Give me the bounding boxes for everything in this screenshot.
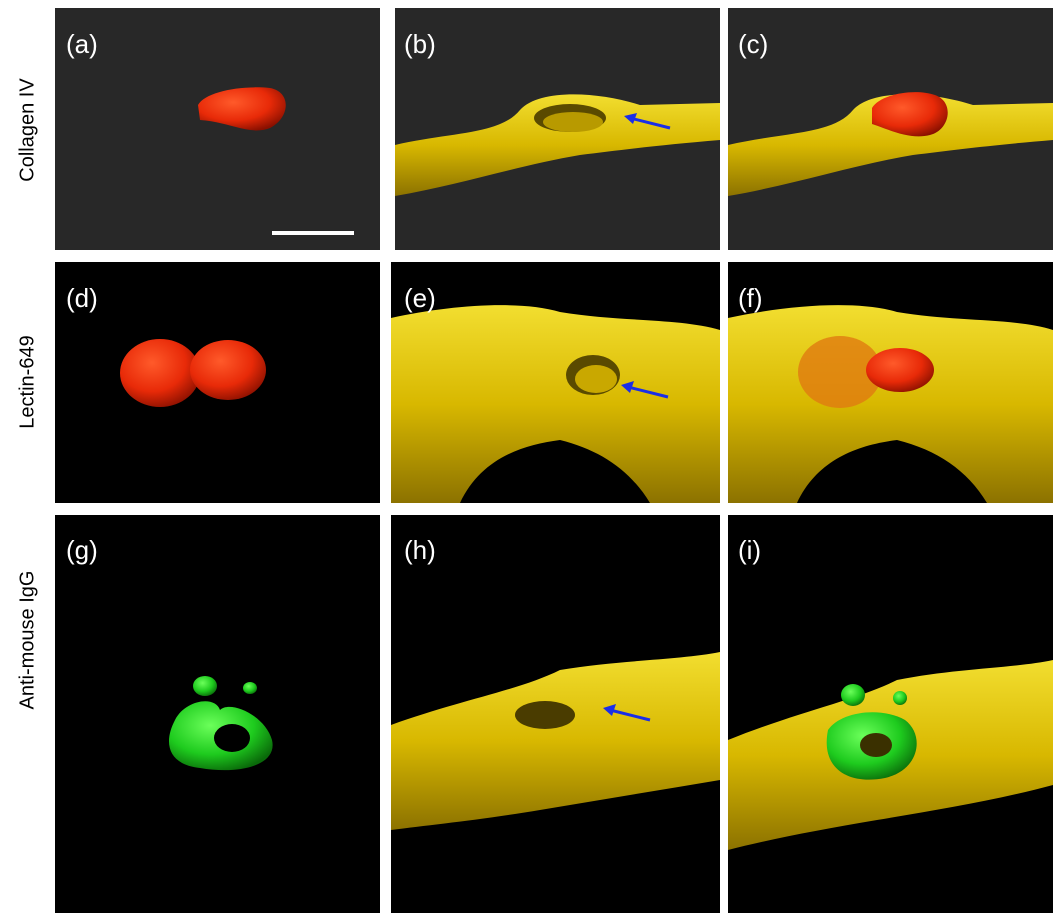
panel-label: (f) bbox=[738, 283, 763, 313]
row-label: Anti-mouse IgG bbox=[16, 571, 38, 710]
panel-label: (d) bbox=[66, 283, 98, 313]
ring-hole bbox=[214, 724, 250, 752]
green-blob bbox=[193, 676, 217, 696]
hole bbox=[575, 365, 617, 393]
panel-bg bbox=[55, 8, 380, 250]
green-blob bbox=[243, 682, 257, 694]
row-label: Collagen IV bbox=[16, 78, 38, 182]
hole bbox=[543, 112, 603, 132]
red-blob bbox=[866, 348, 934, 392]
red-blob bbox=[120, 339, 200, 407]
hole bbox=[515, 701, 575, 729]
panel-label: (b) bbox=[404, 29, 436, 59]
panel-label: (c) bbox=[738, 29, 768, 59]
panel-label: (h) bbox=[404, 535, 436, 565]
panel-label: (e) bbox=[404, 283, 436, 313]
ring-hole bbox=[860, 733, 892, 757]
green-blob bbox=[841, 684, 865, 706]
row-label: Lectin-649 bbox=[16, 335, 38, 428]
panel-label: (g) bbox=[66, 535, 98, 565]
panel-label: (a) bbox=[66, 29, 98, 59]
green-blob bbox=[893, 691, 907, 705]
red-blob bbox=[190, 340, 266, 400]
panel-label: (i) bbox=[738, 535, 761, 565]
figure: Collagen IV Lectin-649 Anti-mouse IgG (a… bbox=[0, 0, 1055, 913]
